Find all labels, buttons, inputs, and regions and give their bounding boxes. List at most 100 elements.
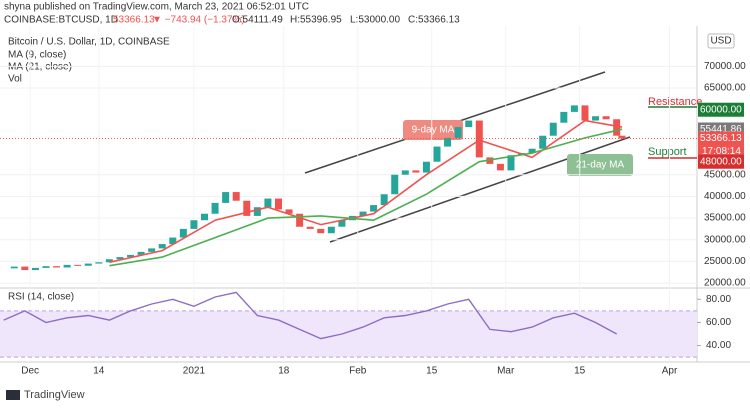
last: 53366.13 xyxy=(113,15,155,26)
x-tick-label: Mar xyxy=(497,366,515,377)
candle xyxy=(401,170,409,175)
open: O:54111.49 xyxy=(232,15,283,26)
price-label: 53366.13 xyxy=(700,133,742,144)
ma-line xyxy=(109,119,623,264)
candle xyxy=(53,266,61,268)
price-label-box xyxy=(698,154,744,169)
candle xyxy=(74,264,82,266)
y-tick-label: 80.00 xyxy=(706,294,731,305)
rsi-band xyxy=(0,310,697,358)
candle xyxy=(137,251,145,255)
candle xyxy=(528,148,536,154)
candle xyxy=(63,264,71,268)
candle xyxy=(475,120,483,158)
y-tick-label: 70000.00 xyxy=(704,61,746,72)
candle xyxy=(243,200,251,216)
y-tick-label: 20000.00 xyxy=(704,278,746,289)
brand-logo xyxy=(6,390,20,400)
candle xyxy=(274,198,282,210)
candle xyxy=(201,213,209,221)
rsi-line xyxy=(3,291,618,340)
candle xyxy=(412,170,420,173)
candle xyxy=(42,266,50,268)
high: H:55396.95 xyxy=(290,15,342,26)
brand: TradingView xyxy=(24,389,85,401)
candle xyxy=(465,120,473,128)
legend-entry: Vol xyxy=(8,74,22,85)
candle xyxy=(391,174,399,195)
annotation: 21-day MA xyxy=(576,160,625,171)
price-label: 55441.86 xyxy=(700,124,742,135)
annotation: 9-day MA xyxy=(412,125,455,136)
candle xyxy=(570,105,578,112)
change: ▼ −743.94 (−1.37%) xyxy=(152,15,245,26)
candle xyxy=(158,244,166,249)
candle xyxy=(105,259,113,263)
candle xyxy=(433,146,441,162)
candle xyxy=(338,220,346,227)
candle xyxy=(422,161,430,173)
y-tick-label: 60.00 xyxy=(706,317,731,328)
candle xyxy=(21,266,29,271)
x-tick-label: Feb xyxy=(349,366,367,377)
symbol: COINBASE:BTCUSD, 1D xyxy=(4,15,118,26)
low: L:53000.00 xyxy=(350,15,400,26)
candle xyxy=(560,111,568,123)
candle xyxy=(507,155,515,171)
price-label: 48000.00 xyxy=(700,156,742,167)
pane-title: RSI (14, close) xyxy=(8,292,74,303)
candle xyxy=(253,207,261,216)
candle xyxy=(618,135,626,139)
countdown: 17:08:14 xyxy=(702,146,741,157)
price-label-box xyxy=(698,102,744,117)
ma-line xyxy=(109,128,623,267)
x-tick-label: Apr xyxy=(662,366,678,377)
legend-entry: MA (21, close) xyxy=(8,62,72,73)
candle xyxy=(211,202,219,214)
price-label: 60000.00 xyxy=(700,104,742,115)
candle xyxy=(190,220,198,229)
candle xyxy=(179,228,187,238)
x-tick-label: 2021 xyxy=(183,366,206,377)
y-tick-label: 35000.00 xyxy=(704,213,746,224)
candle xyxy=(10,266,18,269)
currency-box xyxy=(707,33,735,49)
pane-title: Bitcoin / U.S. Dollar, 1D, COINBASE xyxy=(8,37,170,48)
candle xyxy=(327,226,335,234)
x-tick-label: Dec xyxy=(21,366,39,377)
candle xyxy=(148,248,156,252)
y-tick-label: 30000.00 xyxy=(704,234,746,245)
candle xyxy=(444,137,452,147)
candle xyxy=(370,205,378,212)
y-tick-label: 40.00 xyxy=(706,340,731,351)
candle xyxy=(127,254,135,258)
y-tick-label: 65000.00 xyxy=(704,83,746,94)
x-tick-label: 18 xyxy=(278,366,290,377)
candle xyxy=(539,135,547,149)
candle xyxy=(496,163,504,171)
legend-entry: MA (9, close) xyxy=(8,50,66,61)
candle xyxy=(84,263,92,266)
y-tick-label: 45000.00 xyxy=(704,169,746,180)
price-label-box xyxy=(698,131,744,146)
candle xyxy=(222,192,230,203)
annotation-box xyxy=(403,120,463,140)
candle xyxy=(296,213,304,227)
candle xyxy=(581,105,589,121)
candle xyxy=(306,226,314,229)
candle xyxy=(264,198,272,208)
annotation: Resistance xyxy=(648,96,702,108)
candle xyxy=(613,119,621,136)
publisher: shyna published on TradingView.com, Marc… xyxy=(4,2,309,13)
close: C:53366.13 xyxy=(408,15,460,26)
candle xyxy=(116,257,124,260)
annotation: Support xyxy=(648,146,687,158)
y-tick-label: 40000.00 xyxy=(704,191,746,202)
candle xyxy=(95,262,103,264)
candle xyxy=(549,122,557,136)
candle xyxy=(592,116,600,121)
currency: USD xyxy=(710,36,731,47)
y-tick-label: 25000.00 xyxy=(704,256,746,267)
